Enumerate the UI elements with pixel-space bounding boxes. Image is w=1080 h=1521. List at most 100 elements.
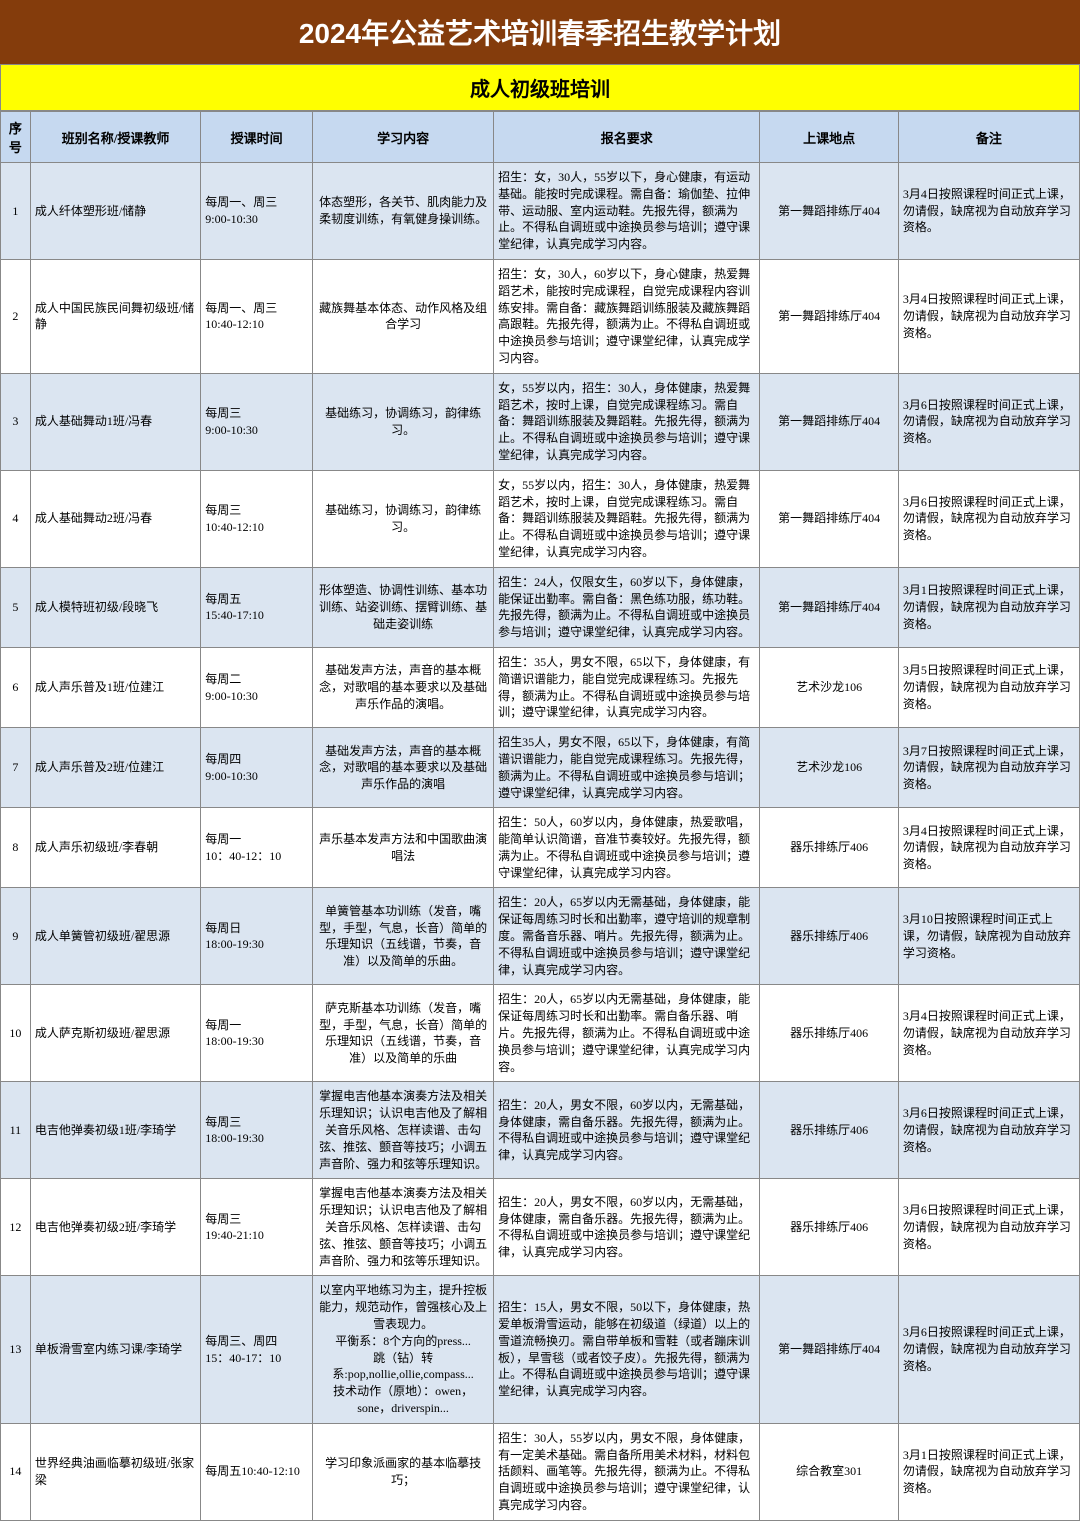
table-row: 10成人萨克斯初级班/翟思源每周一 18:00-19:30萨克斯基本功训练（发音…: [1, 985, 1080, 1082]
col-header-loc: 上课地点: [760, 112, 898, 163]
cell-note: 3月5日按照课程时间正式上课，勿请假，缺席视为自动放弃学习资格。: [898, 647, 1079, 727]
col-header-name: 班别名称/授课教师: [30, 112, 200, 163]
cell-idx: 13: [1, 1276, 31, 1423]
cell-note: 3月4日按照课程时间正式上课，勿请假，缺席视为自动放弃学习资格。: [898, 808, 1079, 888]
schedule-table: 序号 班别名称/授课教师 授课时间 学习内容 报名要求 上课地点 备注 1成人纤…: [0, 111, 1080, 1521]
cell-content: 体态塑形，各关节、肌肉能力及柔韧度训练，有氧健身操训练。: [313, 163, 494, 260]
cell-loc: 器乐排练厅406: [760, 888, 898, 985]
page-title: 2024年公益艺术培训春季招生教学计划: [0, 0, 1080, 64]
section-subtitle: 成人初级班培训: [0, 64, 1080, 111]
cell-content: 单簧管基本功训练（发音，嘴型，手型，气息，长音）简单的乐理知识（五线谱，节奏，音…: [313, 888, 494, 985]
cell-content: 学习印象派画家的基本临摹技巧；: [313, 1423, 494, 1520]
cell-req: 招生：24人，仅限女生，60岁以下，身体健康，能保证出勤率。需自备：黑色练功服，…: [494, 567, 760, 647]
cell-time: 每周四 9:00-10:30: [201, 728, 313, 808]
cell-name: 成人基础舞动1班/冯春: [30, 373, 200, 470]
cell-idx: 5: [1, 567, 31, 647]
table-row: 14世界经典油画临摹初级班/张家梁每周五10:40-12:10学习印象派画家的基…: [1, 1423, 1080, 1520]
cell-loc: 器乐排练厅406: [760, 985, 898, 1082]
cell-idx: 14: [1, 1423, 31, 1520]
cell-req: 招生：30人，55岁以内，男女不限，身体健康，有一定美术基础。需自备所用美术材料…: [494, 1423, 760, 1520]
cell-time: 每周三 18:00-19:30: [201, 1082, 313, 1179]
cell-content: 基础发声方法，声音的基本概念，对歌唱的基本要求以及基础声乐作品的演唱。: [313, 647, 494, 727]
cell-loc: 综合教室301: [760, 1423, 898, 1520]
cell-loc: 艺术沙龙106: [760, 728, 898, 808]
cell-loc: 第一舞蹈排练厅404: [760, 163, 898, 260]
table-row: 7成人声乐普及2班/位建江每周四 9:00-10:30基础发声方法，声音的基本概…: [1, 728, 1080, 808]
cell-content: 声乐基本发声方法和中国歌曲演唱法: [313, 808, 494, 888]
cell-note: 3月1日按照课程时间正式上课，勿请假，缺席视为自动放弃学习资格。: [898, 1423, 1079, 1520]
cell-idx: 3: [1, 373, 31, 470]
cell-note: 3月6日按照课程时间正式上课，勿请假，缺席视为自动放弃学习资格。: [898, 1082, 1079, 1179]
cell-loc: 第一舞蹈排练厅404: [760, 567, 898, 647]
cell-idx: 10: [1, 985, 31, 1082]
col-header-idx: 序号: [1, 112, 31, 163]
cell-req: 招生：20人，65岁以内无需基础，身体健康，能保证每周练习时长和出勤率。需自备乐…: [494, 985, 760, 1082]
cell-time: 每周三 19:40-21:10: [201, 1179, 313, 1276]
cell-name: 单板滑雪室内练习课/李琦学: [30, 1276, 200, 1423]
cell-name: 电吉他弹奏初级1班/李琦学: [30, 1082, 200, 1179]
cell-time: 每周一、周三 10:40-12:10: [201, 259, 313, 373]
cell-req: 招生：35人，男女不限，65以下，身体健康，有简谱识谱能力，能自觉完成课程练习。…: [494, 647, 760, 727]
cell-content: 掌握电吉他基本演奏方法及相关乐理知识；认识电吉他及了解相关音乐风格、怎样读谱、击…: [313, 1082, 494, 1179]
cell-content: 藏族舞基本体态、动作风格及组合学习: [313, 259, 494, 373]
cell-time: 每周二 9:00-10:30: [201, 647, 313, 727]
cell-idx: 12: [1, 1179, 31, 1276]
table-row: 6成人声乐普及1班/位建江每周二 9:00-10:30基础发声方法，声音的基本概…: [1, 647, 1080, 727]
cell-req: 女，55岁以内，招生：30人，身体健康，热爱舞蹈艺术，按时上课，自觉完成课程练习…: [494, 470, 760, 567]
cell-loc: 第一舞蹈排练厅404: [760, 1276, 898, 1423]
cell-req: 招生：20人，男女不限，60岁以内，无需基础，身体健康，需自备乐器。先报先得，额…: [494, 1082, 760, 1179]
cell-time: 每周五 15:40-17:10: [201, 567, 313, 647]
table-row: 12电吉他弹奏初级2班/李琦学每周三 19:40-21:10掌握电吉他基本演奏方…: [1, 1179, 1080, 1276]
cell-note: 3月4日按照课程时间正式上课，勿请假，缺席视为自动放弃学习资格。: [898, 163, 1079, 260]
cell-loc: 器乐排练厅406: [760, 808, 898, 888]
cell-content: 以室内平地练习为主，提升控板能力，规范动作，曾强核心及上雪表现力。 平衡系：8个…: [313, 1276, 494, 1423]
cell-req: 招生：女，30人，60岁以下，身心健康，热爱舞蹈艺术，能按时完成课程，自觉完成课…: [494, 259, 760, 373]
table-row: 5成人模特班初级/段晓飞每周五 15:40-17:10形体塑造、协调性训练、基本…: [1, 567, 1080, 647]
cell-note: 3月6日按照课程时间正式上课，勿请假，缺席视为自动放弃学习资格。: [898, 470, 1079, 567]
table-row: 8成人声乐初级班/李春朝每周一 10：40-12：10声乐基本发声方法和中国歌曲…: [1, 808, 1080, 888]
cell-req: 招生：20人，65岁以内无需基础，身体健康，能保证每周练习时长和出勤率，遵守培训…: [494, 888, 760, 985]
table-body: 1成人纤体塑形班/储静每周一、周三 9:00-10:30体态塑形，各关节、肌肉能…: [1, 163, 1080, 1521]
cell-time: 每周三 10:40-12:10: [201, 470, 313, 567]
cell-note: 3月7日按照课程时间正式上课，勿请假，缺席视为自动放弃学习资格。: [898, 728, 1079, 808]
table-row: 4成人基础舞动2班/冯春每周三 10:40-12:10基础练习，协调练习，韵律练…: [1, 470, 1080, 567]
cell-name: 电吉他弹奏初级2班/李琦学: [30, 1179, 200, 1276]
cell-note: 3月1日按照课程时间正式上课，勿请假，缺席视为自动放弃学习资格。: [898, 567, 1079, 647]
cell-name: 世界经典油画临摹初级班/张家梁: [30, 1423, 200, 1520]
cell-loc: 第一舞蹈排练厅404: [760, 470, 898, 567]
cell-note: 3月4日按照课程时间正式上课，勿请假，缺席视为自动放弃学习资格。: [898, 259, 1079, 373]
cell-note: 3月10日按照课程时间正式上课，勿请假，缺席视为自动放弃学习资格。: [898, 888, 1079, 985]
col-header-content: 学习内容: [313, 112, 494, 163]
cell-idx: 7: [1, 728, 31, 808]
cell-content: 萨克斯基本功训练（发音，嘴型，手型，气息，长音）简单的乐理知识（五线谱，节奏，音…: [313, 985, 494, 1082]
cell-note: 3月6日按照课程时间正式上课，勿请假，缺席视为自动放弃学习资格。: [898, 1179, 1079, 1276]
table-row: 3成人基础舞动1班/冯春每周三 9:00-10:30基础练习，协调练习，韵律练习…: [1, 373, 1080, 470]
cell-req: 招生：20人，男女不限，60岁以内，无需基础，身体健康，需自备乐器。先报先得，额…: [494, 1179, 760, 1276]
cell-name: 成人声乐初级班/李春朝: [30, 808, 200, 888]
table-row: 13单板滑雪室内练习课/李琦学每周三、周四 15：40-17：10以室内平地练习…: [1, 1276, 1080, 1423]
cell-content: 形体塑造、协调性训练、基本功训练、站姿训练、摆臂训练、基础走姿训练: [313, 567, 494, 647]
cell-idx: 6: [1, 647, 31, 727]
table-row: 1成人纤体塑形班/储静每周一、周三 9:00-10:30体态塑形，各关节、肌肉能…: [1, 163, 1080, 260]
cell-time: 每周五10:40-12:10: [201, 1423, 313, 1520]
table-header-row: 序号 班别名称/授课教师 授课时间 学习内容 报名要求 上课地点 备注: [1, 112, 1080, 163]
cell-time: 每周三、周四 15：40-17：10: [201, 1276, 313, 1423]
cell-idx: 4: [1, 470, 31, 567]
cell-req: 招生：女，30人，55岁以下，身心健康，有运动基础。能按时完成课程。需自备：瑜伽…: [494, 163, 760, 260]
cell-name: 成人纤体塑形班/储静: [30, 163, 200, 260]
cell-time: 每周三 9:00-10:30: [201, 373, 313, 470]
cell-req: 招生：15人，男女不限，50以下，身体健康，热爱单板滑雪运动，能够在初级道（绿道…: [494, 1276, 760, 1423]
cell-name: 成人基础舞动2班/冯春: [30, 470, 200, 567]
cell-note: 3月6日按照课程时间正式上课，勿请假，缺席视为自动放弃学习资格。: [898, 373, 1079, 470]
cell-name: 成人声乐普及1班/位建江: [30, 647, 200, 727]
table-row: 9成人单簧管初级班/翟思源每周日 18:00-19:30单簧管基本功训练（发音，…: [1, 888, 1080, 985]
cell-req: 女，55岁以内，招生：30人，身体健康，热爱舞蹈艺术，按时上课，自觉完成课程练习…: [494, 373, 760, 470]
cell-loc: 艺术沙龙106: [760, 647, 898, 727]
cell-time: 每周一、周三 9:00-10:30: [201, 163, 313, 260]
cell-content: 基础练习，协调练习，韵律练习。: [313, 470, 494, 567]
cell-loc: 第一舞蹈排练厅404: [760, 373, 898, 470]
cell-content: 基础练习，协调练习，韵律练习。: [313, 373, 494, 470]
table-row: 2成人中国民族民间舞初级班/储静每周一、周三 10:40-12:10藏族舞基本体…: [1, 259, 1080, 373]
cell-req: 招生35人，男女不限，65以下，身体健康，有简谱识谱能力，能自觉完成课程练习。先…: [494, 728, 760, 808]
cell-name: 成人萨克斯初级班/翟思源: [30, 985, 200, 1082]
